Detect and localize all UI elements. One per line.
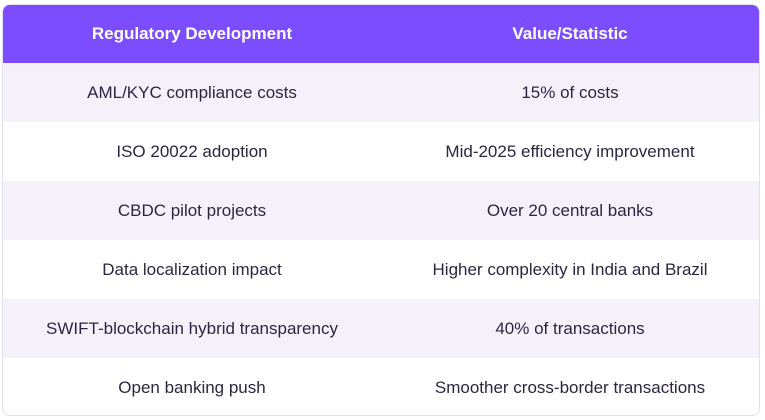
table-row: SWIFT-blockchain hybrid transparency 40%… — [3, 299, 759, 358]
table-cell-development: AML/KYC compliance costs — [87, 82, 297, 102]
table-row: AML/KYC compliance costs 15% of costs — [3, 63, 759, 122]
table-cell-value: Higher complexity in India and Brazil — [432, 259, 708, 279]
table-cell-development: Data localization impact — [102, 259, 282, 279]
regulatory-table: Regulatory Development Value/Statistic A… — [2, 4, 760, 416]
table-row: CBDC pilot projects Over 20 central bank… — [3, 181, 759, 240]
table-cell-value: Mid-2025 efficiency improvement — [445, 141, 695, 161]
table-row: Open banking push Smoother cross-border … — [3, 358, 759, 415]
table-cell-value: Smoother cross-border transactions — [434, 377, 706, 397]
table-cell-development: CBDC pilot projects — [117, 200, 267, 220]
column-header-regulatory-development: Regulatory Development — [91, 24, 293, 43]
table-cell-value: 40% of transactions — [495, 318, 645, 338]
table-row: Data localization impact Higher complexi… — [3, 240, 759, 299]
table-cell-development: Open banking push — [118, 377, 266, 397]
table-cell-development: SWIFT-blockchain hybrid transparency — [46, 318, 338, 338]
table-cell-value: 15% of costs — [521, 82, 619, 102]
table-header-row: Regulatory Development Value/Statistic — [3, 5, 759, 63]
table-cell-value: Over 20 central banks — [486, 200, 654, 220]
table-cell-development: ISO 20022 adoption — [116, 141, 268, 161]
table-row: ISO 20022 adoption Mid-2025 efficiency i… — [3, 122, 759, 181]
column-header-value-statistic: Value/Statistic — [512, 24, 628, 43]
